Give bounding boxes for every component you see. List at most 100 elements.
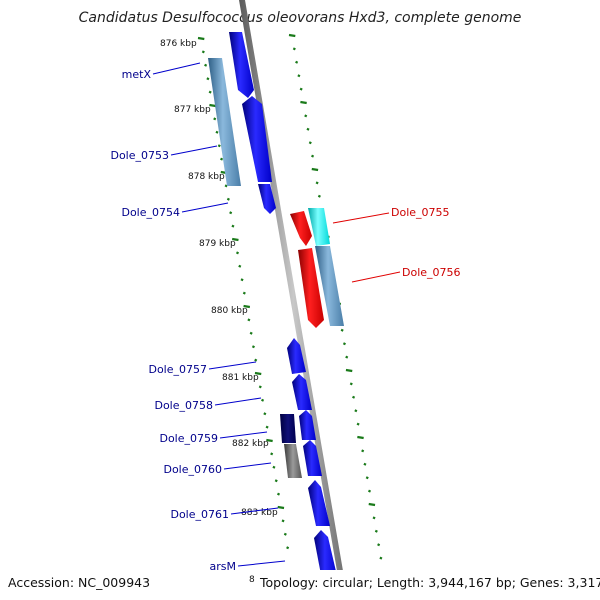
gene-arrow-dole-0753[interactable] (208, 58, 241, 186)
major-tick-mark (209, 103, 216, 108)
minor-tick-mark (379, 556, 383, 560)
minor-tick-mark (208, 90, 212, 94)
leader-line-metx (152, 62, 201, 75)
partial-tick-label: 8 (249, 575, 255, 585)
map-title: Candidatus Desulfococcus oleovorans Hxd3… (79, 10, 522, 26)
gene-arrow-dole-0755[interactable] (290, 211, 312, 246)
minor-tick-mark (354, 409, 358, 413)
minor-tick-mark (263, 412, 267, 416)
minor-tick-mark (306, 127, 310, 131)
gene-arrow-dole-0756[interactable] (315, 246, 344, 326)
minor-tick-mark (276, 492, 281, 496)
gene-label-dole-0757[interactable]: Dole_0757 (148, 363, 207, 376)
major-tick-mark (357, 435, 364, 440)
minor-tick-mark (215, 130, 219, 134)
gene-label-dole-0760[interactable]: Dole_0760 (163, 463, 222, 476)
minor-tick-mark (361, 449, 365, 453)
gene-label-metx[interactable]: metX (122, 68, 152, 81)
tick-label: 881 kbp (222, 373, 259, 383)
tick-label: 877 kbp (174, 105, 211, 115)
gene-label-dole-0756[interactable]: Dole_0756 (402, 266, 461, 279)
gene-arrow-metx[interactable] (229, 32, 254, 98)
minor-tick-mark (292, 47, 296, 51)
minor-tick-mark (349, 382, 353, 386)
gene-label-dole-0759[interactable]: Dole_0759 (159, 432, 218, 445)
minor-tick-mark (201, 50, 205, 54)
minor-tick-mark (315, 181, 319, 185)
gene-arrow-dole-0756[interactable] (298, 248, 324, 328)
gene-labels: metX Dole_0753 Dole_0754 Dole_0755 Dole_0756… (110, 62, 461, 573)
footer-background (0, 570, 600, 600)
minor-tick-mark (261, 398, 265, 402)
leader-line-arsm (237, 560, 286, 567)
major-tick-mark (266, 438, 273, 443)
gene-arrow-dole-0754[interactable] (258, 184, 276, 214)
accession-label: Accession: NC_009943 (8, 575, 150, 590)
minor-tick-mark (217, 144, 221, 148)
minor-tick-mark (342, 342, 346, 346)
gene-features (208, 32, 344, 580)
minor-tick-mark (206, 77, 210, 81)
topology-label: Topology: circular; Length: 3,944,167 bp… (259, 575, 600, 590)
minor-tick-mark (374, 529, 378, 533)
left-tick-track (197, 36, 290, 550)
gene-arrow-dole-0755[interactable] (308, 208, 330, 246)
major-tick-mark (254, 371, 262, 376)
minor-tick-mark (254, 358, 258, 362)
leader-line-dole-0757 (208, 361, 257, 370)
minor-tick-mark (265, 425, 269, 429)
gene-label-dole-0755[interactable]: Dole_0755 (391, 206, 450, 219)
gene-arrow-dole-0760[interactable] (303, 440, 322, 476)
major-tick-mark (231, 237, 239, 242)
gene-arrow-dole-0757[interactable] (287, 338, 306, 374)
tick-labels: 876 kbp 877 kbp 878 kbp 879 kbp 880 kbp 881 k… (160, 39, 278, 518)
gene-arrow-dole-0753[interactable] (242, 96, 272, 182)
major-tick-mark (197, 36, 205, 41)
minor-tick-mark (281, 519, 285, 523)
leader-line-dole-0753 (170, 145, 218, 156)
gene-label-dole-0753[interactable]: Dole_0753 (110, 149, 169, 162)
gene-arrow-dole-0760[interactable] (284, 444, 302, 478)
tick-label: 878 kbp (188, 172, 225, 182)
gene-arrow-dole-0759[interactable] (280, 414, 296, 443)
major-tick-mark (288, 33, 296, 38)
major-tick-mark (277, 505, 285, 510)
leader-line-dole-0754 (181, 202, 229, 213)
gene-arrow-dole-0761[interactable] (308, 480, 330, 526)
leader-line-dole-0761 (230, 507, 279, 515)
minor-tick-mark (274, 479, 278, 483)
minor-tick-mark (299, 87, 303, 91)
gene-label-dole-0754[interactable]: Dole_0754 (121, 206, 180, 219)
minor-tick-mark (283, 532, 287, 536)
gene-label-dole-0761[interactable]: Dole_0761 (170, 508, 229, 521)
minor-tick-mark (367, 489, 372, 493)
leader-line-dole-0759 (219, 431, 268, 439)
gene-arrow-dole-0759[interactable] (299, 410, 316, 440)
leader-line-dole-0756 (351, 271, 401, 283)
minor-tick-mark (363, 462, 367, 466)
gene-label-arsm[interactable]: arsM (210, 560, 237, 573)
minor-tick-mark (240, 278, 244, 282)
tick-label: 879 kbp (199, 239, 236, 249)
gene-label-dole-0758[interactable]: Dole_0758 (154, 399, 213, 412)
minor-tick-mark (220, 157, 224, 161)
minor-tick-mark (272, 465, 276, 469)
minor-tick-mark (226, 197, 230, 201)
minor-tick-mark (235, 251, 240, 255)
gene-arrow-dole-0758[interactable] (292, 374, 312, 410)
minor-tick-mark (365, 476, 369, 480)
leader-line-dole-0760 (223, 462, 272, 470)
major-tick-mark (311, 167, 319, 172)
gene-arrow-arsm[interactable] (314, 530, 338, 580)
leader-line-dole-0755 (332, 212, 390, 224)
minor-tick-mark (377, 543, 381, 547)
minor-tick-mark (242, 291, 246, 295)
minor-tick-mark (229, 211, 233, 215)
minor-tick-mark (356, 422, 360, 426)
minor-tick-mark (345, 355, 349, 359)
leader-line-dole-0758 (214, 397, 262, 406)
minor-tick-mark (204, 63, 208, 67)
tick-label: 882 kbp (232, 439, 269, 449)
minor-tick-mark (352, 395, 356, 399)
